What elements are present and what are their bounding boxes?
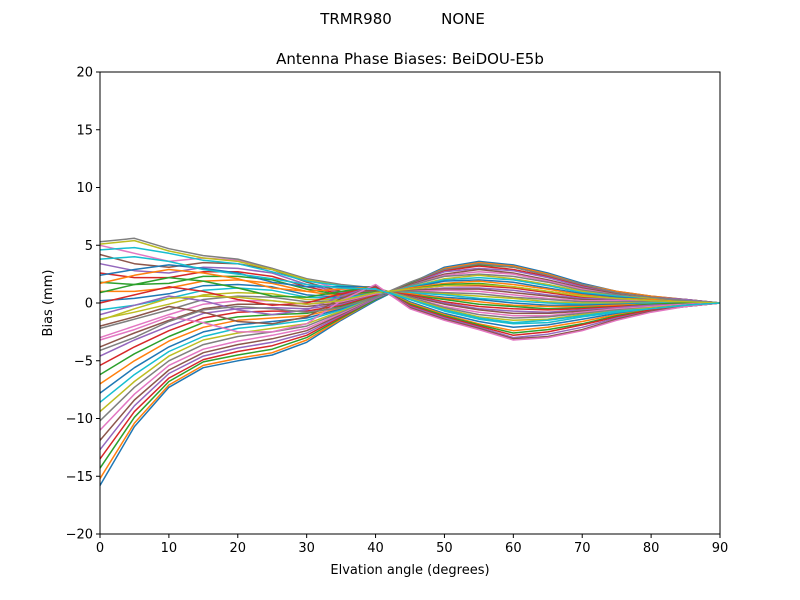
x-tick-label: 80: [643, 541, 660, 556]
x-tick-label: 0: [96, 541, 104, 556]
series-line-8: [99, 273, 721, 422]
x-tick-label: 30: [298, 541, 315, 556]
x-tick-label: 60: [505, 541, 522, 556]
x-tick-label: 90: [712, 541, 729, 556]
y-tick-label: −5: [74, 354, 93, 369]
chart-title: Antenna Phase Biases: BeiDOU-E5b: [276, 50, 544, 68]
series-line-31: [99, 264, 721, 329]
y-tick-label: −15: [66, 470, 93, 485]
x-tick-label: 70: [574, 541, 591, 556]
series-line-38: [99, 262, 721, 352]
y-tick-label: 10: [76, 181, 93, 196]
x-tick-label: 10: [161, 541, 178, 556]
series-line-37: [99, 283, 721, 341]
y-tick-label: −20: [66, 528, 93, 543]
figure-title-radome: NONE: [441, 10, 485, 28]
series-line-34: [99, 286, 721, 337]
x-tick-label: 40: [367, 541, 384, 556]
series-line-36: [99, 284, 721, 340]
series-line-10: [99, 276, 721, 403]
x-axis: 0 10 20 30 40 50 60 70 80 90: [96, 534, 728, 556]
x-axis-label: Elvation angle (degrees): [330, 563, 489, 578]
series-line-32: [99, 268, 721, 332]
y-tick-label: −10: [66, 412, 93, 427]
series-line-40: [99, 256, 721, 325]
series-line-24: [99, 271, 721, 311]
y-tick-label: 20: [76, 66, 93, 81]
series-line-39: [99, 283, 721, 322]
y-tick-label: 15: [76, 123, 93, 138]
series-line-6: [99, 268, 721, 441]
y-tick-label: 5: [85, 239, 93, 254]
series-line-35: [99, 284, 721, 339]
x-tick-label: 50: [436, 541, 453, 556]
y-axis-label: Bias (mm): [41, 270, 56, 337]
plot-lines: [99, 237, 721, 486]
figure-title-antenna: TRMR980: [319, 10, 392, 28]
y-axis: −20 −15 −10 −5 0 5 10 15 20: [66, 66, 100, 543]
y-tick-label: 0: [85, 297, 93, 312]
series-line-33: [99, 276, 721, 334]
series-line-28: [99, 237, 721, 319]
x-tick-label: 20: [230, 541, 247, 556]
series-line-18: [99, 290, 720, 330]
